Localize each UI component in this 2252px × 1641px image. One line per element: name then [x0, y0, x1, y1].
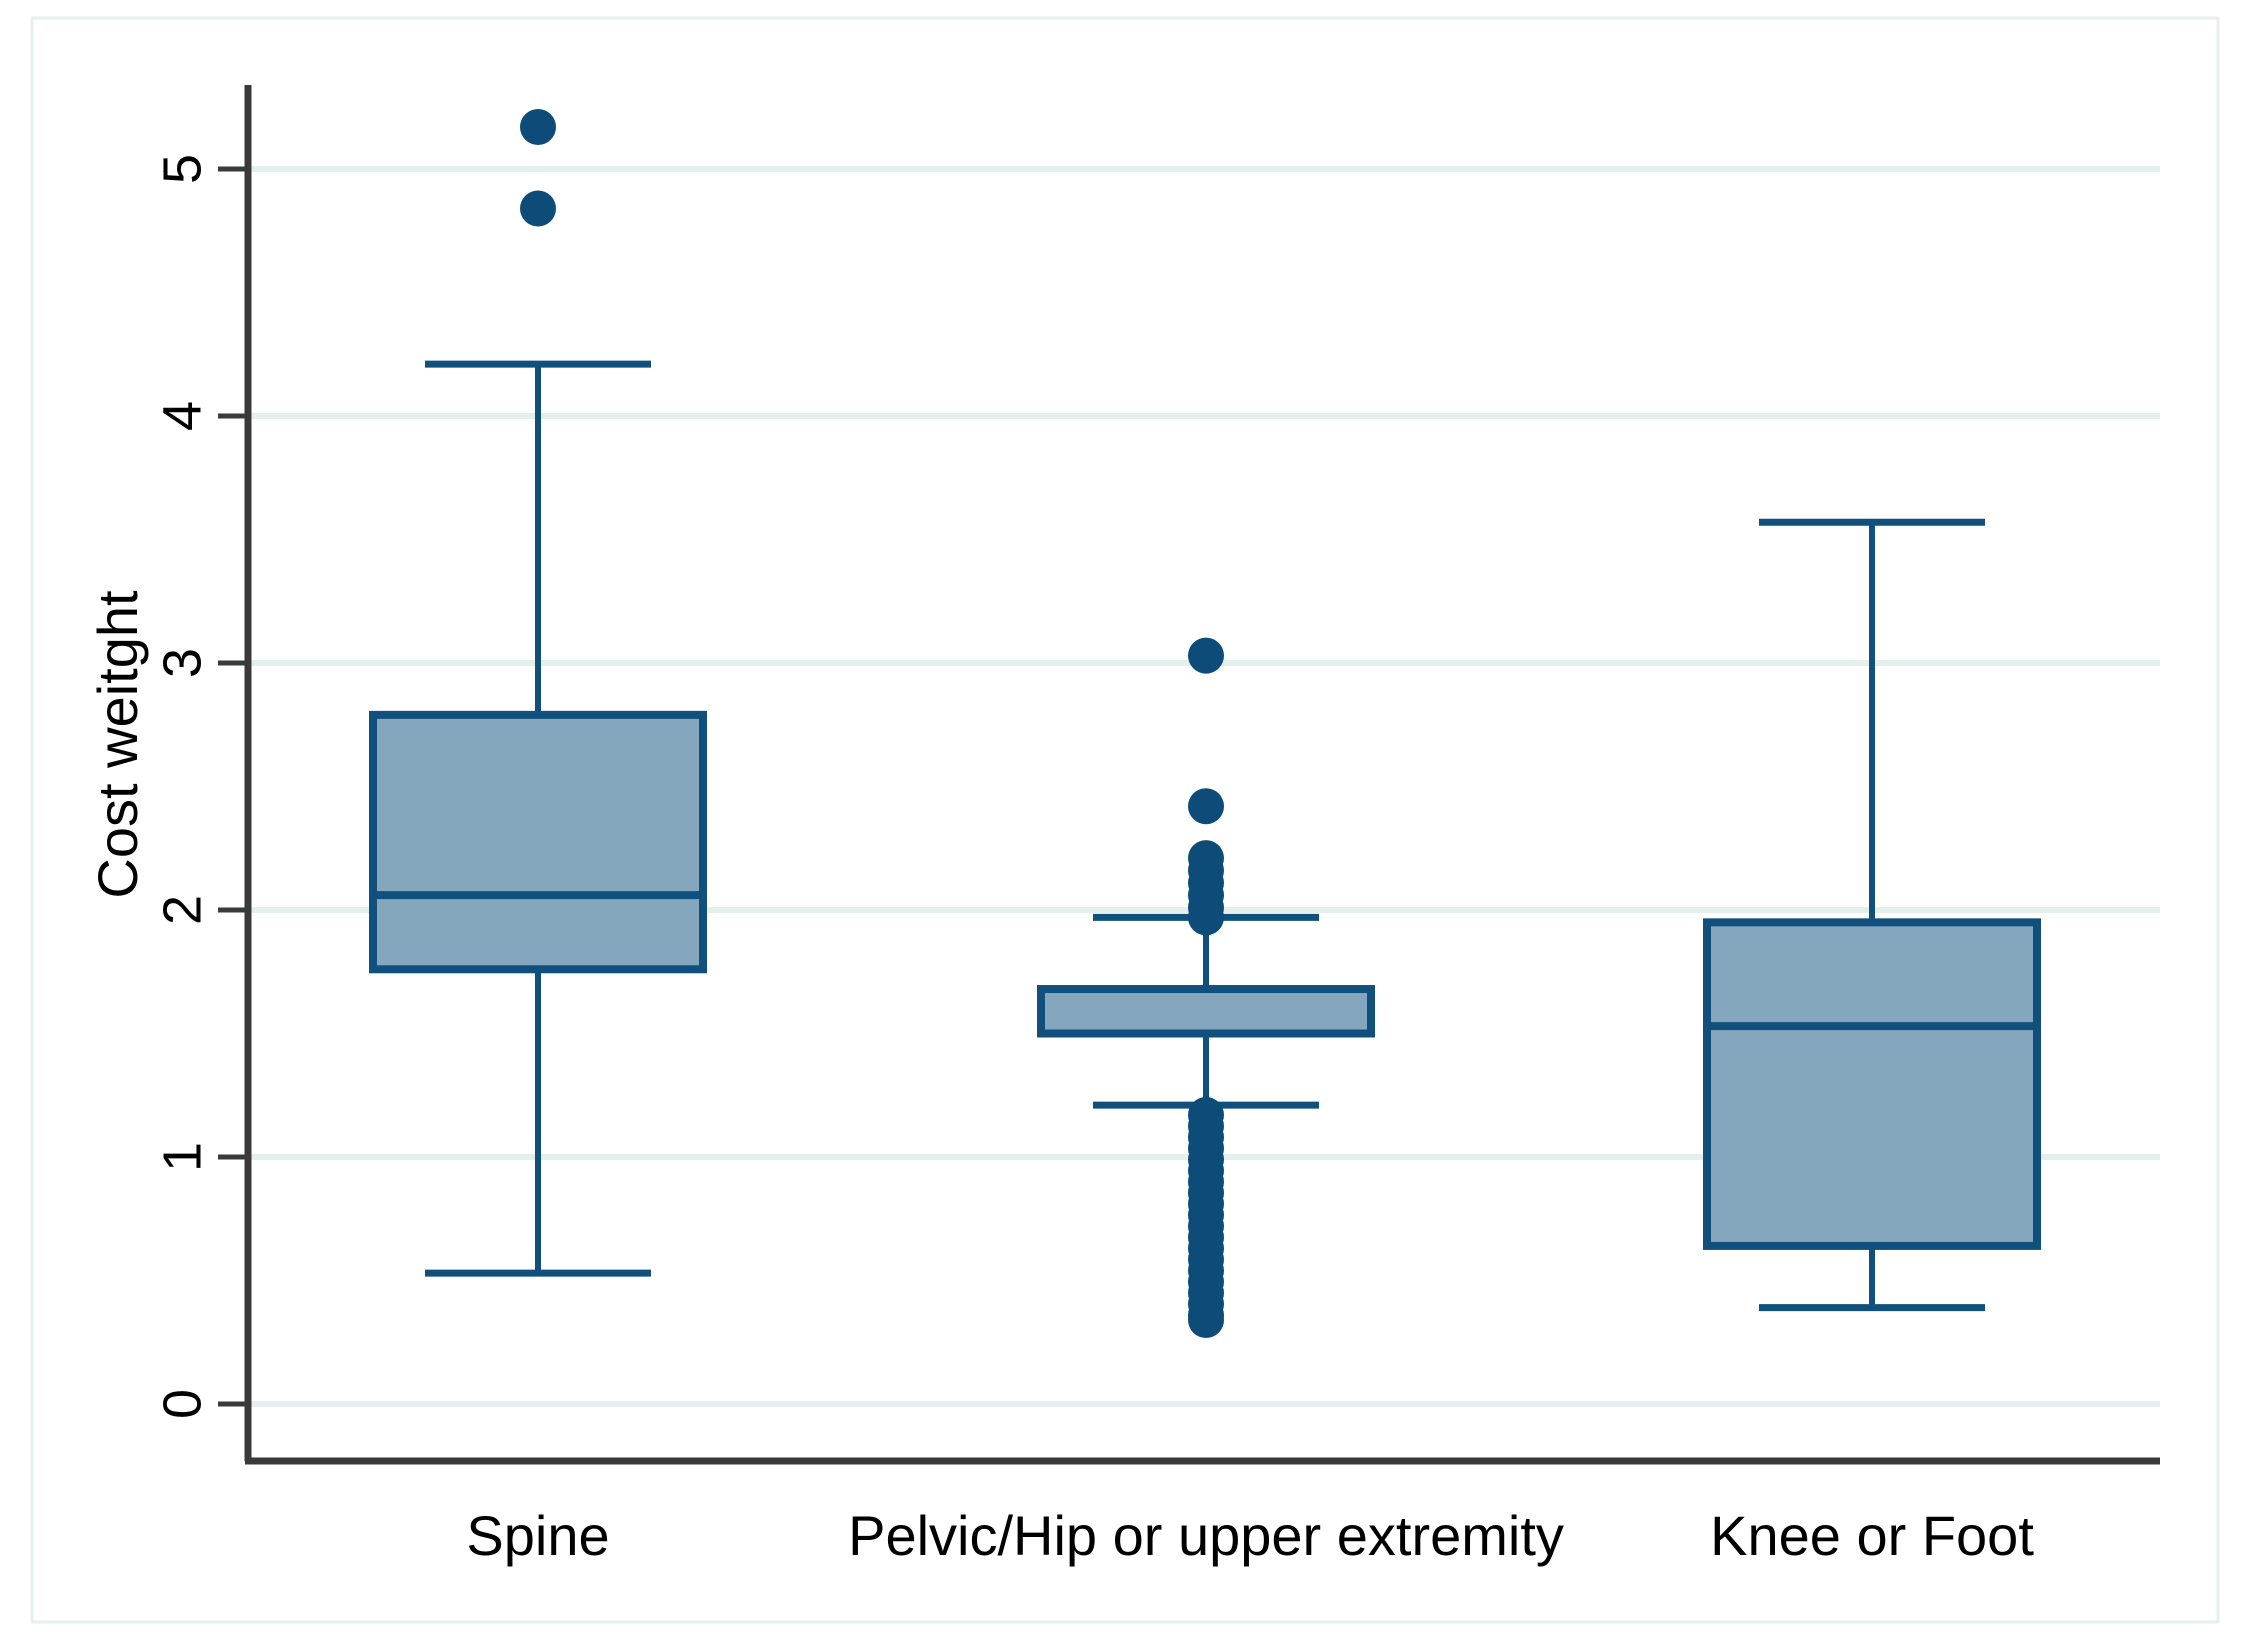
x-axis-label-2: Pelvic/Hip or upper extremity: [848, 1504, 1564, 1567]
y-tick-label-2: 2: [152, 895, 212, 925]
y-tick-label-4: 4: [152, 401, 212, 431]
figure-border: [30, 16, 2220, 1624]
box-2-outlier-0: [1188, 637, 1224, 674]
y-axis-title: Cost weitght: [86, 590, 149, 899]
y-tick-label-1: 1: [152, 1142, 212, 1172]
y-tick-label-0: 0: [152, 1389, 212, 1419]
box-2-outlier-27: [1188, 1302, 1224, 1339]
x-axis-label-3: Knee or Foot: [1710, 1504, 2034, 1567]
box-1-iqr: [369, 710, 707, 974]
y-tick-label-3: 3: [152, 648, 212, 678]
y-tick-label-5: 5: [152, 154, 212, 184]
box-3-iqr: [1703, 918, 2041, 1250]
box-2-outlier-1: [1188, 788, 1224, 825]
box-2-outlier-7: [1188, 899, 1224, 936]
box-2-iqr: [1037, 985, 1375, 1038]
x-axis-label-1: Spine: [466, 1504, 609, 1567]
box-1-outlier-1: [520, 109, 556, 146]
box-1-outlier-0: [520, 190, 556, 227]
